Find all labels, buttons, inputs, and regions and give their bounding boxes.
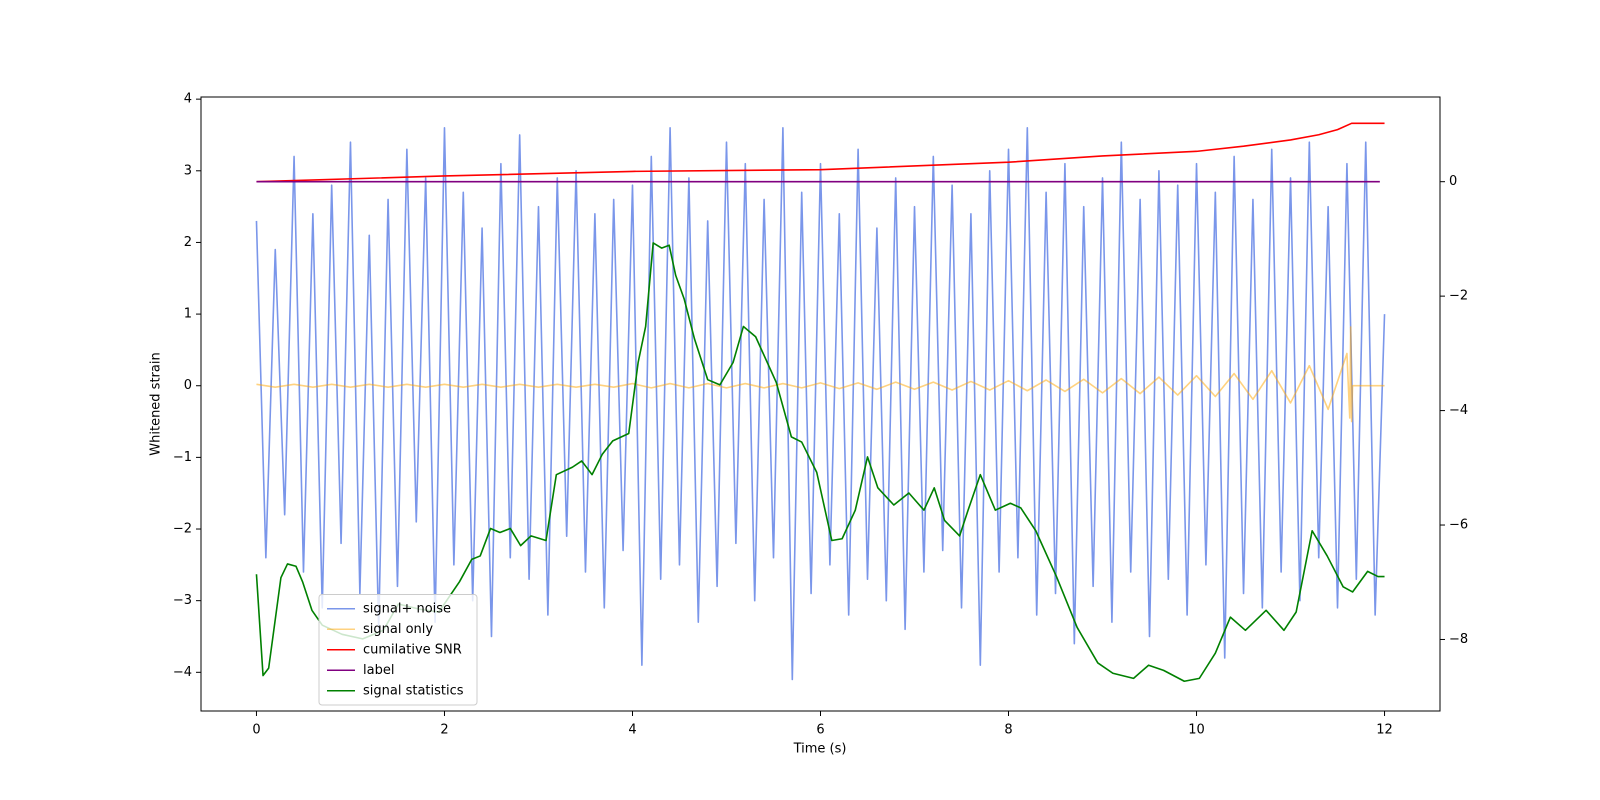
y2-tick-label: −8: [1449, 632, 1468, 647]
legend-label: signal+ noise: [363, 601, 451, 616]
x-tick-label: 0: [252, 723, 260, 738]
legend-label: cumilative SNR: [363, 642, 462, 657]
y2-tick-label: −6: [1449, 518, 1468, 533]
y-tick-label: 2: [184, 235, 192, 250]
y-tick-label: 0: [184, 378, 192, 393]
legend-label: signal statistics: [363, 683, 464, 698]
y-tick-label: −4: [173, 665, 192, 680]
x-tick-label: 10: [1188, 723, 1205, 738]
y-axis-label: Whitened strain: [149, 352, 164, 455]
y2-tick-label: 0: [1449, 174, 1457, 189]
x-tick-label: 12: [1376, 723, 1393, 738]
legend-label: signal only: [363, 622, 433, 637]
y-tick-label: −1: [173, 450, 192, 465]
y2-tick-label: −4: [1449, 403, 1468, 418]
x-tick-label: 8: [1004, 723, 1012, 738]
y-tick-label: −2: [173, 522, 192, 537]
legend: signal+ noise signal only cumilative SNR la…: [318, 594, 478, 706]
x-tick-label: 2: [440, 723, 448, 738]
series-line: [255, 127, 1386, 681]
series-line: [256, 122, 1385, 183]
x-tick-label: 4: [628, 723, 636, 738]
legend-box: [318, 594, 478, 706]
y2-tick-label: −2: [1449, 289, 1468, 304]
y-tick-label: 1: [184, 307, 192, 322]
series-line: [256, 326, 1385, 423]
y-tick-label: 3: [184, 163, 192, 178]
legend-label: label: [363, 663, 394, 678]
y-tick-label: −3: [173, 593, 192, 608]
y-tick-label: 4: [184, 92, 192, 107]
x-axis-label: Time (s): [793, 742, 847, 757]
x-tick-label: 6: [816, 723, 824, 738]
